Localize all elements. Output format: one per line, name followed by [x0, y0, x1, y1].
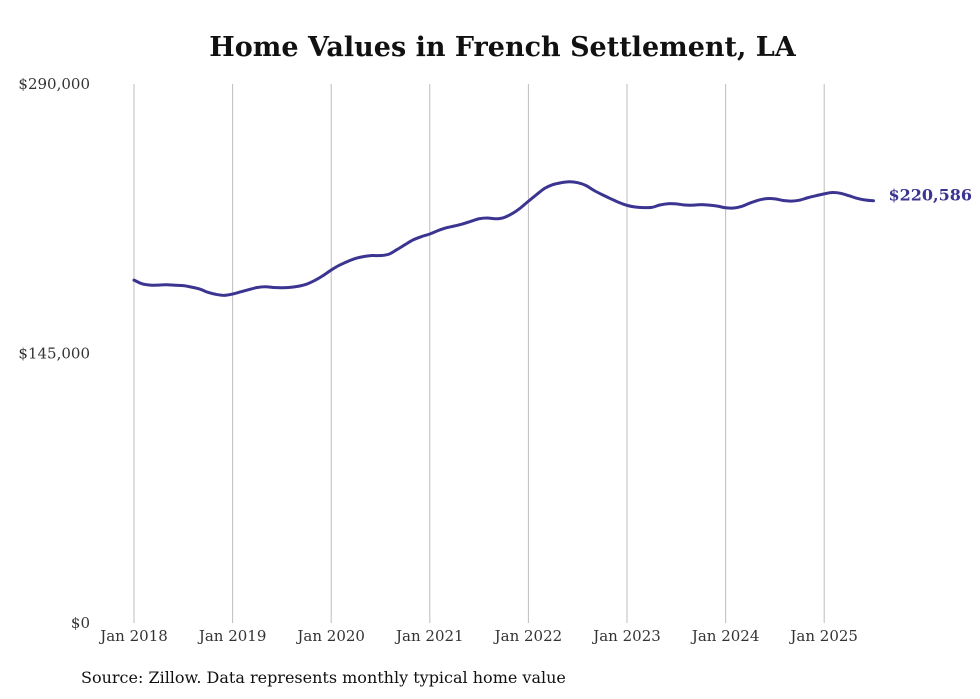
y-axis-ticks: $0 $145,000 $290,000 — [18, 75, 90, 632]
x-tick-label: Jan 2019 — [197, 627, 267, 645]
end-value-label: $220,586 — [889, 186, 973, 205]
chart-title: Home Values in French Settlement, LA — [209, 32, 796, 63]
y-tick-label: $145,000 — [18, 345, 90, 363]
series-line-home-value — [132, 180, 875, 297]
x-tick-label: Jan 2025 — [788, 627, 858, 645]
chart-source: Source: Zillow. Data represents monthly … — [81, 668, 566, 687]
x-tick-label: Jan 2018 — [98, 627, 168, 645]
grid-lines — [133, 84, 825, 623]
x-tick-label: Jan 2021 — [394, 627, 464, 645]
x-tick-label: Jan 2022 — [493, 627, 563, 645]
x-tick-label: Jan 2023 — [591, 627, 661, 645]
series-layer — [132, 180, 875, 297]
x-tick-label: Jan 2020 — [295, 627, 365, 645]
end-label-layer: $220,586 — [889, 186, 973, 205]
x-tick-label: Jan 2024 — [690, 627, 760, 645]
y-tick-label: $290,000 — [18, 75, 90, 93]
y-tick-label: $0 — [71, 614, 90, 632]
x-axis-ticks: Jan 2018 Jan 2019 Jan 2020 Jan 2021 Jan 2022… — [98, 627, 858, 645]
